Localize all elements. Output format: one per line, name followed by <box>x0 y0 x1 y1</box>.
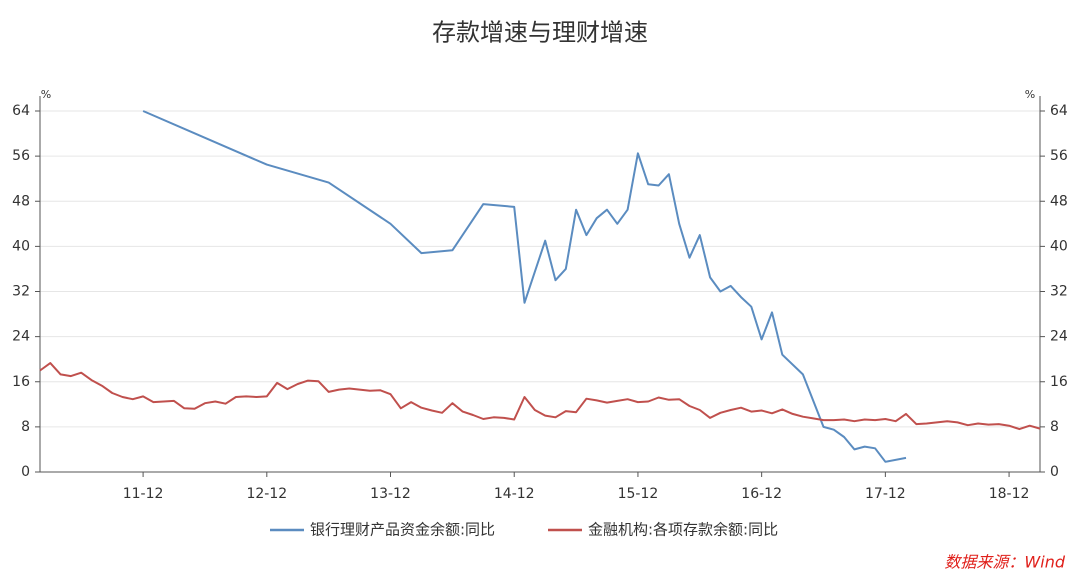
legend-label: 银行理财产品资金余额:同比 <box>310 521 495 539</box>
y-tick-label: 48 <box>12 193 30 209</box>
x-tick-label: 13-12 <box>370 486 411 502</box>
y-tick-label: 8 <box>21 419 30 435</box>
y-tick-label: 56 <box>12 148 30 164</box>
y2-tick-label: 64 <box>1050 103 1068 119</box>
y2-tick-label: 16 <box>1050 374 1068 390</box>
y2-tick-label: 32 <box>1050 284 1068 300</box>
y-tick-label: 24 <box>12 329 30 345</box>
y-tick-label: 0 <box>21 464 30 480</box>
x-tick-label: 18-12 <box>989 486 1030 502</box>
series-line <box>142 110 907 463</box>
y2-tick-label: 0 <box>1050 464 1059 480</box>
y2-tick-label: 24 <box>1050 329 1068 345</box>
y2-tick-label: 56 <box>1050 148 1068 164</box>
x-tick-label: 12-12 <box>246 486 287 502</box>
y2-tick-label: 48 <box>1050 193 1068 209</box>
legend-label: 金融机构:各项存款余额:同比 <box>588 521 778 539</box>
y-tick-label: 16 <box>12 374 30 390</box>
x-tick-label: 15-12 <box>618 486 659 502</box>
y-tick-label: 40 <box>12 238 30 254</box>
y-tick-label: 32 <box>12 284 30 300</box>
x-tick-label: 11-12 <box>123 486 164 502</box>
y2-tick-label: 40 <box>1050 238 1068 254</box>
series-line <box>39 362 1041 431</box>
x-tick-label: 17-12 <box>865 486 906 502</box>
x-tick-label: 16-12 <box>741 486 782 502</box>
y-tick-label: 64 <box>12 103 30 119</box>
y2-unit: % <box>1025 88 1035 101</box>
chart-title: 存款增速与理财增速 <box>432 19 648 47</box>
source-note: 数据来源：Wind <box>944 553 1065 572</box>
y2-tick-label: 8 <box>1050 419 1059 435</box>
y-unit: % <box>41 88 51 101</box>
x-tick-label: 14-12 <box>494 486 535 502</box>
